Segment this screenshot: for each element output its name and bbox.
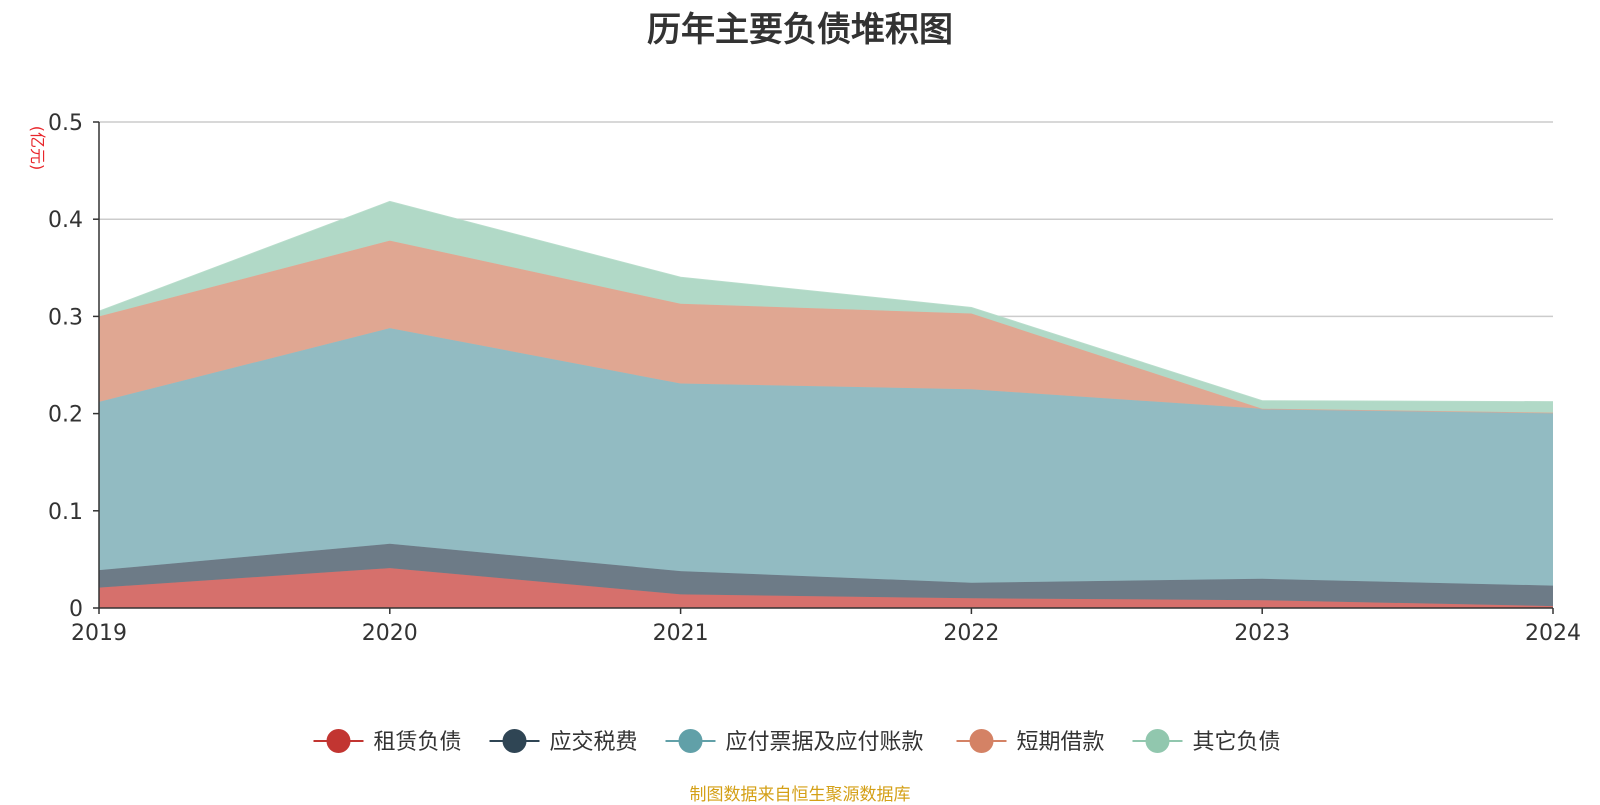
stacked-area-chart: 0 0.1 0.2 0.3 0.4 0.5 2019 2020 2021 2022 2023 2024… — [28, 111, 1581, 755]
legend-label: 租赁负债 — [374, 730, 462, 755]
y-tick-label: 0 — [69, 597, 83, 622]
x-tick-label: 2024 — [1525, 621, 1581, 646]
y-tick-label: 0.1 — [48, 500, 83, 525]
x-tick-label: 2019 — [71, 621, 127, 646]
legend-label: 应交税费 — [550, 730, 638, 755]
area-series — [98, 200, 1554, 608]
area-series-edge-5 — [98, 200, 1554, 403]
legend-item-3[interactable]: 应付票据及应付账款 — [665, 729, 924, 755]
legend-label: 应付票据及应付账款 — [726, 730, 924, 755]
legend-marker-icon — [326, 729, 351, 753]
area-series-5 — [99, 201, 1553, 413]
area-series-2 — [99, 543, 1553, 607]
area-series-1 — [99, 568, 1553, 608]
area-series-4 — [99, 240, 1553, 413]
area-series-edge-2 — [98, 543, 1554, 587]
chart-title: 历年主要负债堆积图 — [647, 10, 953, 50]
legend-marker-icon — [502, 729, 527, 753]
x-tick-label: 2021 — [653, 621, 709, 646]
legend-marker-icon — [969, 729, 994, 753]
x-tick-label: 2020 — [362, 621, 418, 646]
data-source-note: 制图数据来自恒生聚源数据库 — [689, 785, 911, 805]
legend-item-4[interactable]: 短期借款 — [956, 729, 1105, 755]
y-tick-label: 0.5 — [48, 111, 83, 136]
legend: 租赁负债 应交税费 应付票据及应付账款 短期借款 其它负债 — [313, 729, 1281, 755]
area-series-3 — [99, 328, 1553, 586]
axes: 0 0.1 0.2 0.3 0.4 0.5 2019 2020 2021 2022 2023 2024… — [28, 111, 1581, 646]
legend-label: 短期借款 — [1017, 730, 1105, 755]
y-tick-label: 0.2 — [48, 403, 83, 428]
legend-item-1[interactable]: 租赁负债 — [313, 729, 462, 755]
legend-marker-icon — [1145, 729, 1170, 753]
y-tick-label: 0.3 — [48, 305, 83, 330]
legend-item-5[interactable]: 其它负债 — [1132, 729, 1281, 755]
y-axis-unit: (亿元) — [28, 126, 47, 171]
y-tick-label: 0.4 — [48, 208, 83, 233]
legend-item-2[interactable]: 应交税费 — [489, 729, 638, 755]
x-tick-label: 2023 — [1234, 621, 1290, 646]
x-tick-label: 2022 — [943, 621, 999, 646]
legend-label: 其它负债 — [1193, 730, 1281, 755]
legend-marker-icon — [678, 729, 703, 753]
